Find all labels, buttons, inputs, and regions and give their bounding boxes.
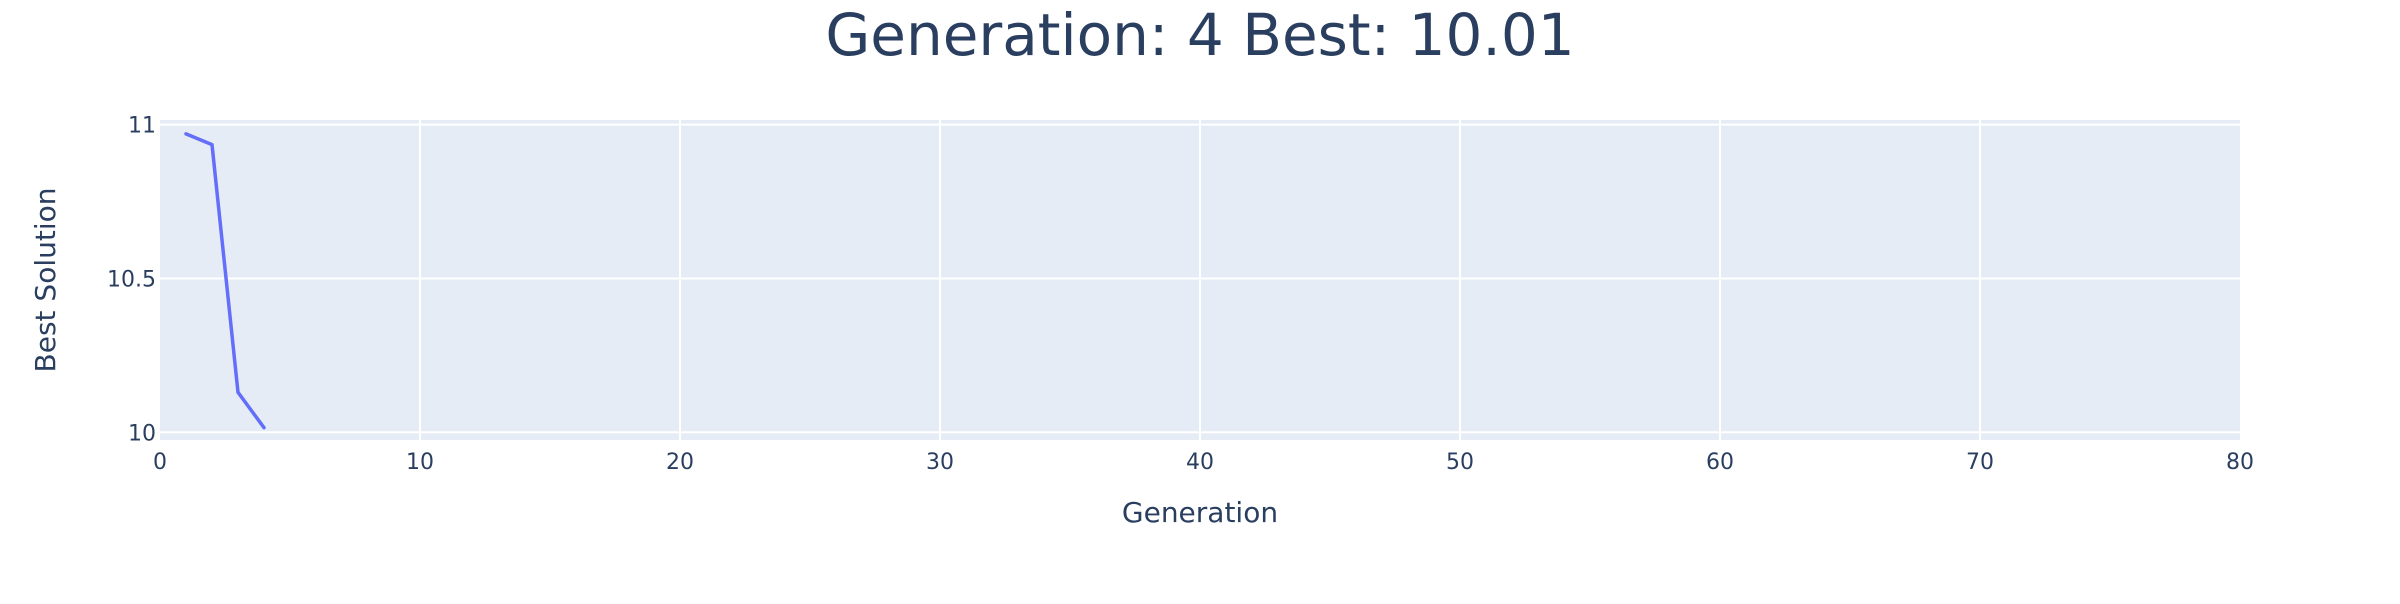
y-tick-label: 10 bbox=[128, 421, 156, 446]
series-line bbox=[184, 132, 266, 430]
x-tick-label: 50 bbox=[1446, 450, 1474, 475]
series-layer bbox=[184, 132, 266, 430]
x-tick-label: 10 bbox=[406, 450, 434, 475]
y-axis-label: Best Solution bbox=[29, 188, 62, 373]
x-tick-label: 0 bbox=[153, 450, 167, 475]
x-tick-label: 20 bbox=[666, 450, 694, 475]
y-tick-label: 11 bbox=[128, 114, 156, 139]
x-tick-label: 40 bbox=[1186, 450, 1214, 475]
x-tick-label: 30 bbox=[926, 450, 954, 475]
y-tick-labels: 10 10.5 11 bbox=[107, 114, 156, 447]
x-tick-label: 80 bbox=[2226, 450, 2254, 475]
y-tick-label: 10.5 bbox=[107, 267, 156, 292]
chart-title: Generation: 4 Best: 10.01 bbox=[825, 1, 1574, 69]
x-tick-label: 70 bbox=[1966, 450, 1994, 475]
x-axis-label: Generation bbox=[1122, 496, 1278, 529]
y-gridlines bbox=[160, 123, 2240, 434]
x-tick-label: 60 bbox=[1706, 450, 1734, 475]
x-tick-labels: 0 10 20 30 40 50 60 70 80 bbox=[153, 450, 2254, 475]
x-gridlines bbox=[419, 120, 1981, 440]
